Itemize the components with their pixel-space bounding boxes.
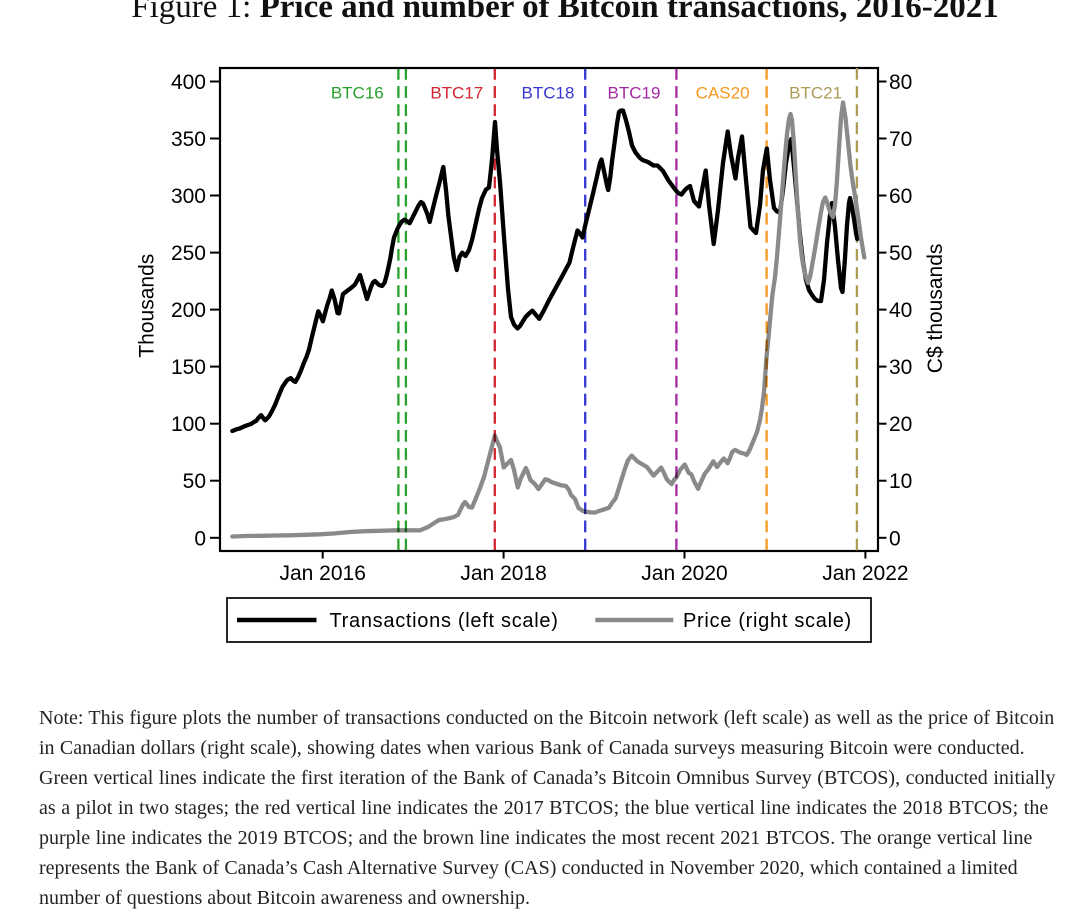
svg-text:10: 10	[889, 470, 912, 493]
svg-text:Transactions (left scale): Transactions (left scale)	[330, 610, 559, 632]
svg-text:400: 400	[171, 71, 206, 94]
svg-text:350: 350	[171, 128, 206, 151]
svg-text:Thousands: Thousands	[136, 254, 159, 358]
svg-text:BTC19: BTC19	[608, 84, 661, 103]
svg-text:200: 200	[171, 299, 206, 322]
svg-text:0: 0	[889, 527, 901, 550]
svg-text:Jan 2022: Jan 2022	[822, 562, 908, 585]
svg-text:Price (right scale): Price (right scale)	[683, 610, 852, 632]
svg-text:100: 100	[171, 413, 206, 436]
svg-text:70: 70	[889, 128, 912, 151]
svg-text:80: 80	[889, 71, 912, 94]
svg-text:CAS20: CAS20	[696, 84, 750, 103]
svg-text:BTC16: BTC16	[331, 84, 384, 103]
svg-text:30: 30	[889, 356, 912, 379]
svg-text:BTC18: BTC18	[522, 84, 575, 103]
svg-text:50: 50	[183, 470, 206, 493]
svg-text:60: 60	[889, 185, 912, 208]
svg-text:50: 50	[889, 242, 912, 265]
svg-text:Jan 2020: Jan 2020	[641, 562, 727, 585]
svg-text:0: 0	[194, 527, 206, 550]
svg-text:300: 300	[171, 185, 206, 208]
svg-text:40: 40	[889, 299, 912, 322]
svg-text:150: 150	[171, 356, 206, 379]
svg-text:250: 250	[171, 242, 206, 265]
svg-text:BTC17: BTC17	[430, 84, 483, 103]
svg-text:20: 20	[889, 413, 912, 436]
svg-text:BTC21: BTC21	[789, 84, 842, 103]
svg-text:Jan 2018: Jan 2018	[460, 562, 546, 585]
svg-text:Jan 2016: Jan 2016	[279, 562, 365, 585]
svg-text:C$ thousands: C$ thousands	[924, 244, 947, 374]
